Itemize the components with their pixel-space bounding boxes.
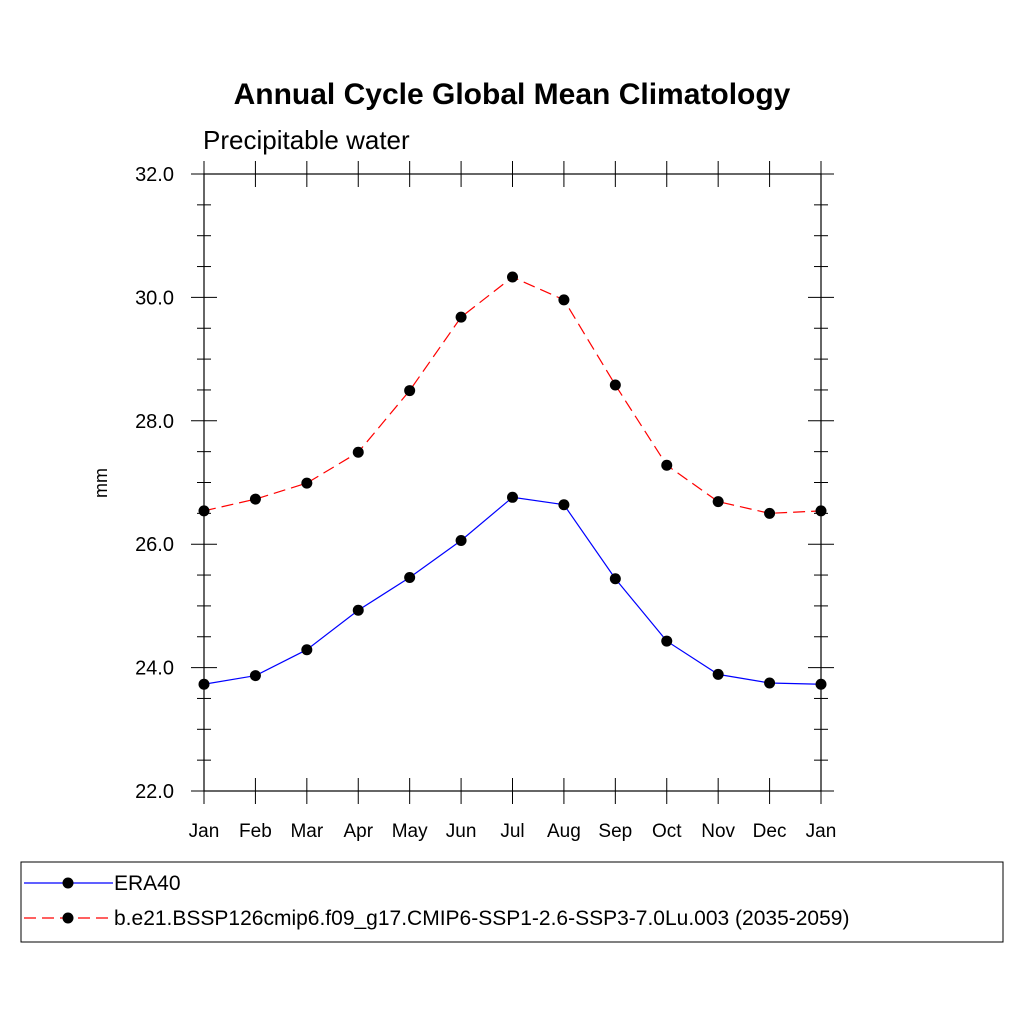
data-point-series-2 [455,311,467,323]
data-point-series-1 [764,677,776,689]
x-tick-label: Mar [290,821,323,842]
chart-title: Annual Cycle Global Mean Climatology [234,78,791,111]
x-tick-label: Jan [806,821,837,842]
axis-ticks: 22.0 24.0 26.0 28.0 30.0 32.0 Jan Feb Mar Apr May J… [135,161,836,842]
data-point-series-1 [661,635,673,647]
y-tick-label: 28.0 [135,411,174,433]
data-point-series-1 [404,572,416,584]
legend-box [20,861,1004,943]
y-tick-label: 24.0 [135,658,174,680]
x-tick-label: Aug [547,821,581,842]
legend-label-2: b.e21.BSSP126cmip6.f09_g17.CMIP6-SSP1-2.… [114,907,849,930]
data-point-series-2 [558,294,570,306]
legend-marker-1 [62,877,74,889]
data-point-series-2 [764,507,776,519]
chart-subtitle: Precipitable water [203,125,410,155]
data-point-series-2 [249,493,261,505]
y-axis-label: mm [91,468,111,498]
data-point-series-1 [609,573,621,585]
x-tick-label: Apr [343,821,373,842]
legend-marker-2 [62,912,74,924]
data-point-series-1 [455,534,467,546]
data-point-series-2 [507,271,518,283]
plot-axes [203,173,822,792]
data-point-series-1 [712,668,724,680]
series-line-2 [203,276,822,514]
data-point-series-2 [301,477,313,489]
data-point-series-1 [301,644,313,656]
data-point-series-2 [609,379,621,391]
series-line-1 [203,496,822,685]
data-point-series-1 [249,670,261,682]
y-tick-label: 32.0 [135,164,174,186]
x-tick-label: May [392,821,428,842]
data-point-series-2 [404,385,416,397]
legend: ERA40 b.e21.BSSP126cmip6.f09_g17.CMIP6-SS… [20,861,1004,943]
data-point-series-2 [815,505,827,517]
data-point-series-1 [352,604,364,616]
legend-label-1: ERA40 [114,872,181,895]
y-tick-label: 26.0 [135,534,174,556]
x-tick-label: Oct [652,821,682,842]
data-point-series-2 [661,459,673,471]
x-tick-label: Dec [753,821,787,842]
x-tick-label: Jun [446,821,477,842]
data-point-series-2 [352,446,364,458]
data-point-series-2 [712,496,724,508]
y-tick-label: 22.0 [135,781,174,803]
x-tick-label: Nov [701,821,735,842]
x-tick-label: Jul [500,821,524,842]
data-point-series-1 [198,678,210,690]
data-point-series-1 [815,678,827,690]
x-tick-label: Feb [239,821,272,842]
plot-frame [203,173,822,792]
series-layer [198,271,827,690]
x-tick-label: Sep [598,821,632,842]
x-tick-label: Jan [189,821,220,842]
data-point-series-1 [558,499,570,511]
data-point-series-1 [507,491,518,503]
y-tick-label: 30.0 [135,287,174,309]
data-point-series-2 [198,505,210,517]
